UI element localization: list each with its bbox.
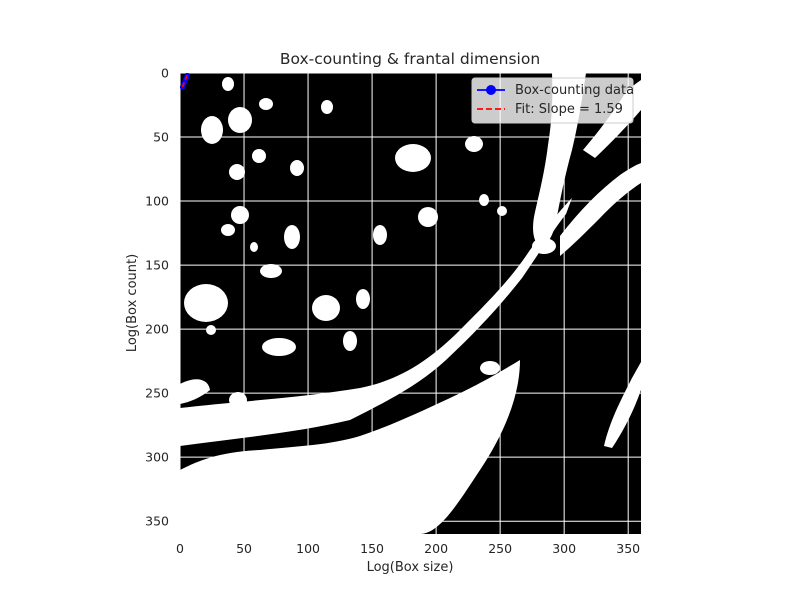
x-tick-label: 100 <box>296 541 320 556</box>
blob <box>373 225 387 245</box>
chart-title: Box-counting & frantal dimension <box>280 50 540 68</box>
blob <box>229 164 245 180</box>
x-tick-label: 300 <box>552 541 576 556</box>
series-line <box>181 74 189 88</box>
bottom-left-blob <box>180 470 244 520</box>
blob <box>228 107 252 133</box>
blob <box>479 194 489 206</box>
blob <box>231 206 249 224</box>
x-tick-label: 0 <box>176 541 184 556</box>
left-middle-blob <box>180 379 210 404</box>
grid-lines <box>179 72 641 534</box>
y-tick-label: 200 <box>145 322 169 337</box>
y-tick-label: 0 <box>161 66 169 81</box>
y-tick-label: 50 <box>153 130 169 145</box>
x-axis-ticks: 0 50 100 150 200 250 300 350 <box>176 541 640 556</box>
x-tick-label: 50 <box>236 541 252 556</box>
y-axis-ticks: 0 50 100 150 200 250 300 350 <box>145 66 169 529</box>
x-tick-label: 200 <box>424 541 448 556</box>
y-tick-label: 350 <box>145 514 169 529</box>
plot-area <box>179 72 641 534</box>
blob <box>480 361 500 375</box>
blob <box>260 264 282 278</box>
blob <box>395 144 431 172</box>
bottom-region <box>180 360 520 534</box>
blob <box>532 238 556 254</box>
blob <box>290 160 304 176</box>
blob <box>497 206 507 216</box>
blob <box>356 289 370 309</box>
blob <box>201 116 223 144</box>
blob <box>418 207 438 227</box>
blob <box>465 136 483 152</box>
lower-right-vessel <box>604 362 641 448</box>
legend: Box-counting data Fit: Slope = 1.59 <box>471 77 634 124</box>
legend-box <box>471 77 634 124</box>
y-tick-label: 250 <box>145 386 169 401</box>
legend-label-box-counting: Box-counting data <box>515 83 634 98</box>
blob <box>259 98 273 110</box>
series-layer <box>180 73 190 90</box>
right-vessel <box>560 163 641 256</box>
x-axis-label: Log(Box size) <box>367 560 454 575</box>
blob <box>250 242 258 252</box>
y-tick-label: 150 <box>145 258 169 273</box>
blob <box>222 77 234 91</box>
y-tick-label: 300 <box>145 450 169 465</box>
segmentation-image <box>180 73 641 534</box>
main-vessel <box>180 198 572 446</box>
x-tick-label: 150 <box>360 541 384 556</box>
legend-label-fit: Fit: Slope = 1.59 <box>515 102 623 117</box>
blob <box>206 325 216 335</box>
blob <box>229 392 247 408</box>
y-tick-label: 100 <box>145 194 169 209</box>
blob <box>262 338 296 356</box>
blob <box>312 295 340 321</box>
blob <box>321 100 333 114</box>
y-axis-label: Log(Box count) <box>125 254 140 352</box>
blob <box>252 149 266 163</box>
blob <box>284 225 300 249</box>
x-tick-label: 350 <box>616 541 640 556</box>
blob <box>184 284 228 322</box>
blob <box>343 331 357 351</box>
blob <box>397 454 409 466</box>
legend-marker-box-counting <box>486 85 496 95</box>
blob <box>221 224 235 236</box>
x-tick-label: 250 <box>488 541 512 556</box>
